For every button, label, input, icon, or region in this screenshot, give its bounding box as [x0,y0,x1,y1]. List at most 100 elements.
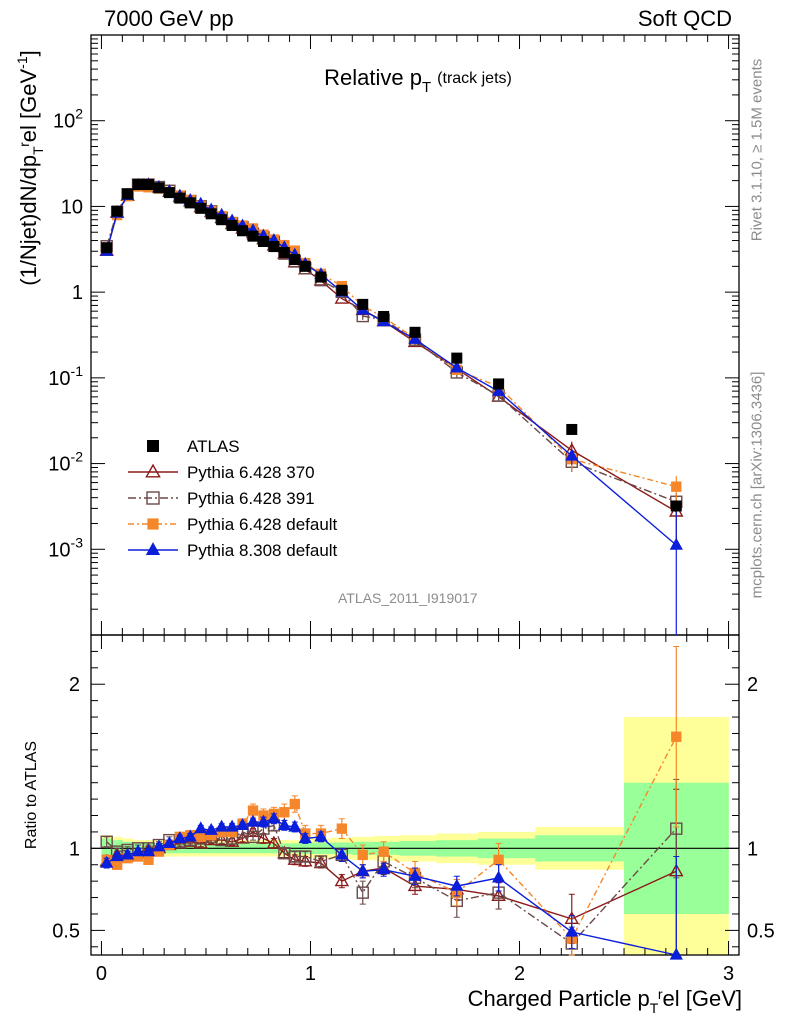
ratio-point [335,847,349,860]
ratio-point [152,839,166,852]
legend-label: Pythia 8.308 default [187,541,338,560]
ratio-point [247,805,259,816]
ratio-point [194,821,208,834]
legend-marker [145,463,161,478]
y-tick-label: 10-1 [48,363,83,390]
data-point [216,214,228,226]
ratio-point [288,819,302,832]
ratio-point [298,853,313,867]
data-point [257,235,269,247]
ratio-point [100,855,114,868]
x-tick-label: 3 [723,963,734,985]
point [669,537,683,550]
legend-label: Pythia 6.428 391 [187,489,315,508]
ratio-point [173,831,187,844]
legend-label: ATLAS [187,437,240,456]
ratio-y-tick-label-right: 2 [747,674,758,696]
ratio-point [143,854,154,865]
data-point [226,219,238,231]
x-axis-label: Charged Particle pTrel [GeV] [468,986,742,1016]
legend-marker [145,542,161,555]
legend-entry: Pythia 6.428 default [128,515,338,534]
x-tick-label: 1 [305,963,316,985]
point [491,383,506,396]
data-point [451,352,463,364]
ratio-point [246,830,260,844]
ratio-y-tick-label: 1 [69,838,80,860]
data-point [289,254,301,266]
ratio-point [377,862,391,875]
ratio-y-label: Ratio to ATLAS [23,740,40,850]
point [565,448,579,461]
ratio-point [671,731,682,742]
ratio-point [120,847,135,860]
y-tick-label: 10-2 [48,449,83,476]
ratio-y-tick-label-right: 0.5 [747,920,775,942]
ratio-point [111,859,123,870]
legend: ATLAS Pythia 6.428 370 Pythia 6.428 391 Pyt… [128,437,338,560]
ratio-point [357,849,368,861]
y-tick-label: 102 [53,106,83,133]
y-tick-label: 10-3 [48,534,83,561]
ratio-point [356,886,369,899]
data-point [493,378,505,390]
data-point [299,260,311,272]
ratio-point [334,873,350,887]
ratio-point [277,818,291,830]
ratio-y-tick-label: 0.5 [52,920,80,942]
ratio-point [279,807,290,818]
ratio-point [235,818,250,830]
ratio-point [215,819,229,832]
ratio-point [299,850,312,863]
y-tick-label: 10 [61,196,83,218]
ratio-point [298,831,312,844]
data-marks [99,177,684,960]
legend-marker [147,518,159,530]
ratio-point [195,831,206,843]
data-point [409,326,421,338]
ratio-point [669,947,683,960]
point [671,481,682,492]
point [450,360,464,373]
legend-marker [147,440,159,452]
data-point [153,182,165,194]
ratio-y-tick-label-right: 1 [747,838,758,860]
ratio-point [183,829,197,842]
x-tick-label: 0 [96,963,107,985]
data-point [101,242,113,254]
category-label: Soft QCD [637,6,732,31]
data-point [237,225,249,237]
ratio-point [256,830,271,844]
energy-label: 7000 GeV pp [104,6,234,31]
data-point [132,179,144,191]
ratio-point [289,798,300,810]
legend-label: Pythia 6.428 default [187,515,338,534]
ratio-point [407,878,423,892]
ratio-point [246,814,260,827]
ratio-point [110,849,124,862]
ratio-point [287,852,303,865]
data-point [163,187,175,199]
legend-entry: ATLAS [147,437,240,456]
ratio-point [356,863,370,876]
data-point [122,188,134,200]
y-tick-label: 1 [72,282,83,304]
ratio-y-tick-label: 2 [69,674,80,696]
ratio-point [408,868,422,881]
ratio-point [204,822,218,835]
ratio-point [256,814,271,827]
rivet-label: Rivet 3.1.10, ≥ 1.5M events [748,58,766,242]
ratio-point [491,870,506,883]
ratio-point [225,819,239,832]
ratio-point [162,836,177,849]
ratio-point [565,924,579,937]
data-point [184,197,196,209]
ratio-point [100,835,113,848]
data-point [195,202,207,214]
data-point [336,284,348,296]
ratio-point [224,834,240,847]
point [408,331,422,344]
axes [90,34,740,956]
ratio-point [450,878,464,891]
